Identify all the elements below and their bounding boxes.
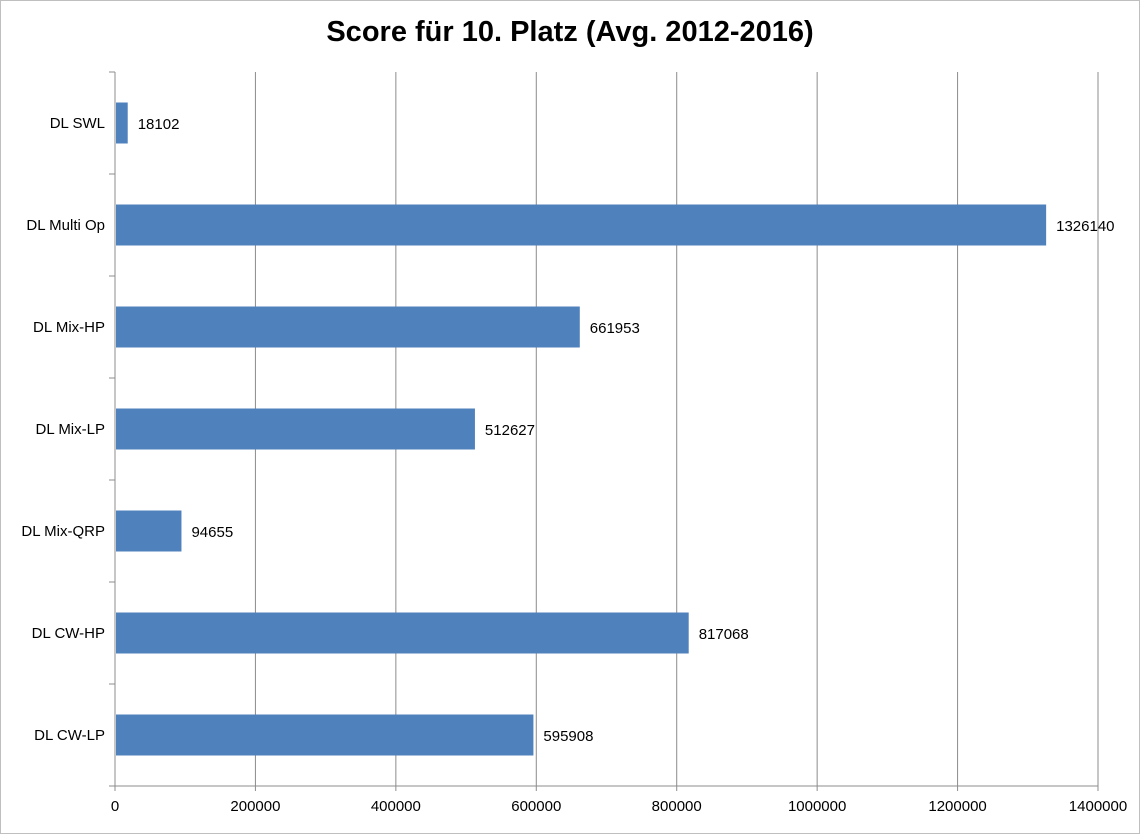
category-label: DL Mix-HP: [33, 319, 105, 336]
bar: [116, 510, 182, 552]
data-label: 512627: [485, 422, 535, 439]
bar: [116, 612, 689, 654]
category-label: DL Mix-QRP: [21, 523, 105, 540]
data-label: 661953: [590, 320, 640, 337]
bar: [116, 204, 1047, 246]
x-tick-label: 800000: [652, 798, 702, 815]
x-tick-label: 1400000: [1069, 798, 1127, 815]
data-label: 817068: [699, 626, 749, 643]
x-tick-label: 200000: [230, 798, 280, 815]
category-label: DL Mix-LP: [36, 421, 105, 438]
bar: [116, 408, 475, 450]
gridlines: [254, 72, 1099, 786]
axes: [109, 71, 1099, 791]
category-label: DL CW-HP: [32, 625, 105, 642]
bar: [116, 714, 534, 756]
bars: [116, 102, 1047, 756]
x-tick-label: 600000: [511, 798, 561, 815]
data-label: 1326140: [1056, 218, 1114, 235]
x-tick-label: 0: [111, 798, 119, 815]
x-tick-label: 1200000: [928, 798, 986, 815]
bar: [116, 102, 128, 144]
bar: [116, 306, 580, 348]
data-label: 94655: [191, 524, 233, 541]
x-tick-label: 400000: [371, 798, 421, 815]
chart-title: Score für 10. Platz (Avg. 2012-2016): [326, 16, 814, 48]
category-label: DL Multi Op: [26, 217, 105, 234]
data-label: 595908: [543, 728, 593, 745]
category-label: DL SWL: [50, 115, 105, 132]
category-label: DL CW-LP: [34, 727, 105, 744]
labels: 0 200000 400000 600000 800000 1000000 1200000 1…: [21, 115, 1127, 815]
x-tick-label: 1000000: [788, 798, 846, 815]
data-label: 18102: [138, 116, 180, 133]
